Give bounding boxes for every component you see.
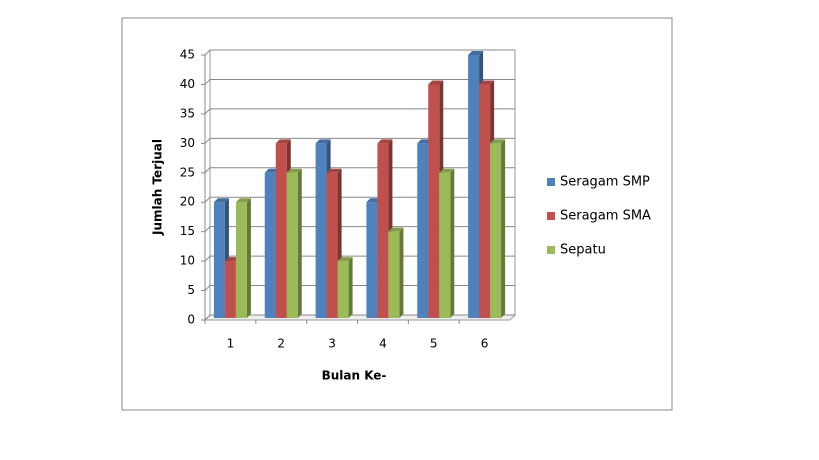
bar-top — [326, 168, 342, 173]
y-tick-label: 15 — [180, 224, 195, 238]
legend-label: Seragam SMP — [560, 175, 650, 190]
bar-side — [348, 257, 353, 318]
bar-top — [275, 139, 291, 144]
bar-side — [450, 168, 455, 318]
bar-top — [235, 198, 251, 203]
grid-line — [204, 49, 515, 56]
bar — [439, 172, 451, 318]
bar — [264, 172, 276, 318]
x-tick-label: 4 — [379, 337, 387, 351]
bar-top — [315, 139, 331, 144]
bar-top — [337, 257, 353, 262]
x-axis-title: Bulan Ke- — [322, 369, 387, 383]
grid-line — [204, 314, 515, 321]
y-tick-label: 20 — [180, 195, 195, 209]
bar-top — [479, 80, 495, 85]
grid-line — [204, 137, 515, 144]
bar-side — [246, 198, 251, 318]
bar-top — [468, 51, 484, 55]
bar — [275, 143, 287, 318]
x-tick-label: 2 — [277, 337, 285, 351]
bar — [417, 143, 429, 318]
bar-top — [388, 227, 404, 232]
grid-line — [204, 285, 515, 291]
bar — [388, 231, 400, 318]
bar-top — [213, 198, 229, 203]
bar-top — [428, 80, 444, 85]
bar — [337, 261, 349, 318]
legend-swatch — [547, 246, 555, 254]
y-tick-label: 0 — [187, 313, 195, 327]
bar — [224, 261, 236, 318]
x-tick-label: 3 — [328, 337, 336, 351]
grid-line — [204, 108, 515, 115]
y-axis-title: Jumlah Terjual — [151, 139, 165, 236]
bar — [468, 55, 480, 318]
bar — [235, 202, 247, 318]
y-tick-label: 35 — [180, 106, 195, 120]
bar-side — [501, 139, 506, 318]
y-tick-label: 45 — [180, 48, 195, 62]
legend-label: Seragam SMA — [560, 209, 651, 224]
bar — [479, 84, 491, 318]
bar-top — [377, 139, 393, 144]
bar — [315, 143, 327, 318]
bar-top — [490, 139, 506, 144]
bar — [490, 143, 502, 318]
y-tick-label: 10 — [180, 254, 195, 268]
x-tick-label: 6 — [481, 337, 489, 351]
x-tick-label: 5 — [430, 337, 438, 351]
y-tick-label: 25 — [180, 165, 195, 179]
y-tick-label: 5 — [187, 283, 195, 297]
bar-top — [439, 168, 455, 173]
grid-line — [204, 196, 515, 203]
x-tick-label: 1 — [227, 337, 235, 351]
bar — [326, 172, 338, 318]
bar-side — [297, 168, 302, 318]
bar — [377, 143, 389, 318]
grid-line — [204, 226, 515, 233]
bar-side — [399, 227, 404, 318]
bar — [366, 202, 378, 318]
legend-swatch — [547, 212, 555, 220]
bar — [428, 84, 440, 318]
legend-label: Sepatu — [560, 243, 606, 258]
legend-swatch — [547, 178, 555, 186]
bar — [213, 202, 225, 318]
grid-line — [204, 255, 515, 262]
y-tick-label: 40 — [180, 77, 195, 91]
bar — [286, 172, 298, 318]
grid-line — [204, 78, 515, 85]
y-tick-label: 30 — [180, 136, 195, 150]
bar-top — [286, 168, 302, 173]
grid-line — [204, 167, 515, 174]
